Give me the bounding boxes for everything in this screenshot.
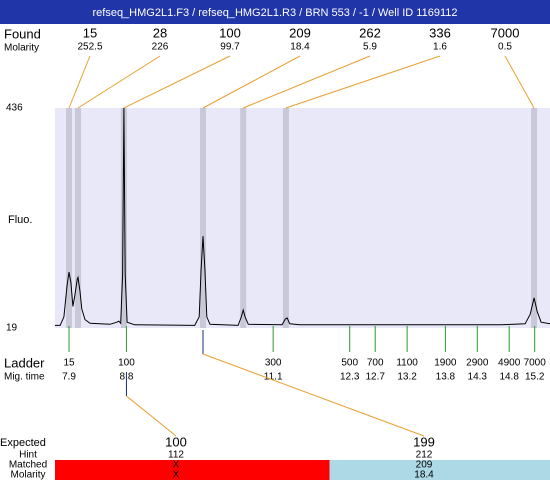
found-size: 7000: [491, 25, 520, 40]
ladder-time: 12.3: [340, 372, 360, 383]
found-size: 28: [153, 25, 167, 40]
found-molarity: 18.4: [290, 42, 310, 53]
peak-connector: [242, 55, 371, 109]
peak-band: [240, 108, 247, 328]
expected-row-label: Molarity: [10, 470, 45, 480]
expected-label: Expected: [0, 437, 46, 449]
expected-molarity: X: [173, 470, 180, 480]
ladder-size: 1100: [396, 358, 418, 369]
y-axis-label: Fluo.: [8, 214, 32, 226]
expected-row-label: Matched: [9, 460, 47, 471]
ladder-time: 11.1: [264, 372, 283, 383]
found-molarity: 0.5: [498, 42, 512, 53]
expected-hint: 112: [168, 450, 184, 461]
y-tick-label: 436: [6, 103, 23, 114]
peak-connector: [123, 55, 231, 109]
ladder-size: 300: [265, 358, 282, 369]
ladder-time: 12.7: [365, 372, 385, 383]
ladder-size: 500: [341, 358, 358, 369]
expected-matched: X: [173, 460, 180, 471]
peak-connector: [504, 55, 535, 109]
found-molarity: 226: [152, 42, 169, 53]
found-molarity: 1.6: [433, 42, 447, 53]
peak-connector: [68, 55, 91, 109]
ladder-time: 14.3: [468, 372, 488, 383]
expected-hint: 212: [416, 450, 433, 461]
peak-band: [282, 108, 289, 328]
ladder-time: 13.8: [436, 372, 456, 383]
expected-matched: 209: [416, 460, 433, 471]
expected-row-label: Hint: [19, 450, 37, 461]
found-size: 262: [359, 25, 381, 40]
peak-connector: [285, 55, 441, 109]
ladder-size: 15: [63, 358, 75, 369]
y-tick-label: 19: [6, 323, 18, 334]
ladder-sublabel: Mig. time: [4, 372, 45, 383]
peak-band: [120, 108, 127, 328]
peak-connector: [77, 55, 161, 109]
peak-band: [531, 108, 538, 328]
ladder-time: 15.2: [525, 372, 545, 383]
header-bar: [0, 0, 550, 24]
ladder-size: 7000: [524, 358, 547, 369]
expected-size: 100: [165, 434, 187, 449]
ladder-time: 14.8: [499, 372, 519, 383]
ladder-size: 700: [367, 358, 384, 369]
ladder-size: 1900: [434, 358, 457, 369]
found-molarity: 99.7: [220, 42, 240, 53]
expected-size: 199: [413, 434, 435, 449]
peak-band: [199, 108, 206, 328]
found-molarity: 5.9: [363, 42, 377, 53]
found-label: Found: [4, 26, 41, 41]
found-size: 15: [83, 25, 97, 40]
ladder-size: 2900: [466, 358, 489, 369]
link-connector: [126, 395, 177, 437]
peak-band: [74, 108, 81, 328]
ladder-size: 100: [118, 358, 135, 369]
found-size: 336: [429, 25, 451, 40]
peak-band: [66, 108, 73, 328]
peak-connector: [202, 55, 301, 109]
ladder-label: Ladder: [4, 355, 45, 370]
expected-molarity: 18.4: [414, 470, 434, 480]
match-bar: [329, 460, 550, 480]
match-bar: [55, 460, 330, 480]
found-size: 209: [289, 25, 311, 40]
link-connector: [202, 353, 425, 437]
ladder-time: 7.9: [62, 372, 76, 383]
ladder-time: 13.2: [397, 372, 417, 383]
plot-area: [55, 108, 550, 328]
header-title: refseq_HMG2L1.F3 / refseq_HMG2L1.R3 / BR…: [92, 7, 457, 19]
found-sublabel: Molarity: [4, 43, 39, 54]
found-size: 100: [219, 25, 241, 40]
found-molarity: 252.5: [77, 42, 102, 53]
ladder-size: 4900: [498, 358, 521, 369]
trace: [55, 107, 550, 326]
